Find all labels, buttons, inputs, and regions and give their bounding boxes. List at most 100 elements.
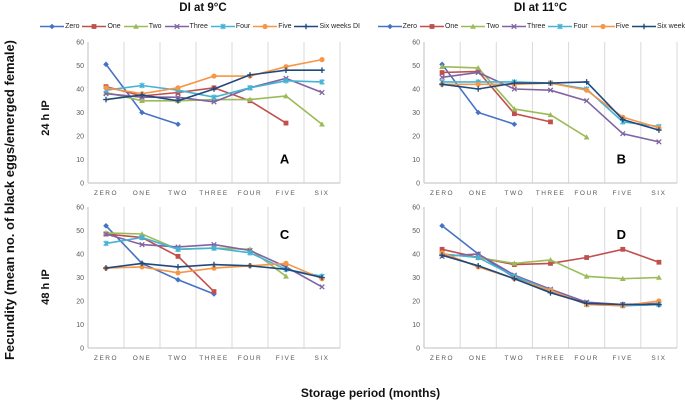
svg-text:30: 30: [76, 110, 84, 117]
legend-label: Four: [573, 22, 588, 30]
svg-text:FIVE: FIVE: [613, 355, 633, 362]
svg-text:THREE: THREE: [536, 355, 566, 362]
svg-text:40: 40: [76, 87, 84, 94]
svg-text:10: 10: [76, 157, 84, 164]
legend-label: Five: [278, 22, 292, 30]
legend-label: One: [444, 22, 459, 30]
svg-text:FIVE: FIVE: [276, 190, 296, 197]
column-title-di-11c: DI at 11°C: [513, 2, 568, 14]
svg-text:A: A: [280, 152, 290, 167]
svg-text:0: 0: [416, 181, 420, 188]
legend-item-two: Two: [123, 22, 162, 31]
legend-item-one: One: [82, 22, 121, 31]
svg-text:SIX: SIX: [315, 190, 330, 197]
svg-text:60: 60: [76, 40, 84, 47]
svg-text:ONE: ONE: [469, 355, 488, 362]
legend-marker-square-icon: [419, 23, 444, 29]
svg-text:20: 20: [76, 134, 84, 141]
legend-marker-x-icon: [164, 23, 189, 29]
legend-item-three: Three: [502, 22, 545, 31]
svg-text:FOUR: FOUR: [238, 190, 262, 197]
legend-item-six-weeks-di: Six weeks DI: [294, 22, 360, 31]
svg-text:FIVE: FIVE: [613, 190, 633, 197]
chart-panel-a: 0 10 20 30 40 50 60 ZERO ONE TWO THREE FOUR FIVE SIX A: [76, 40, 341, 197]
svg-text:FOUR: FOUR: [574, 355, 598, 362]
legend-label: One: [107, 22, 121, 30]
legend-marker-plus-icon: [631, 23, 656, 29]
svg-text:40: 40: [412, 87, 420, 94]
svg-text:50: 50: [76, 63, 84, 70]
svg-text:THREE: THREE: [199, 190, 229, 197]
svg-text:FOUR: FOUR: [238, 355, 262, 362]
svg-text:30: 30: [412, 275, 420, 282]
legend-marker-asterisk-icon: [210, 23, 235, 29]
svg-text:30: 30: [412, 110, 420, 117]
svg-text:10: 10: [412, 157, 420, 164]
svg-text:50: 50: [412, 63, 420, 70]
chart-panel-d: 0 10 20 30 40 50 60 ZERO ONE TWO THREE FOUR FIVE SIX D: [412, 205, 678, 362]
svg-text:FIVE: FIVE: [276, 355, 296, 362]
svg-text:10: 10: [76, 322, 84, 329]
legend-di-9c: Zero One Two Three Four Five Six weeks DI: [40, 20, 360, 32]
svg-text:20: 20: [76, 299, 84, 306]
svg-text:10: 10: [412, 322, 420, 329]
svg-text:ZERO: ZERO: [94, 190, 118, 197]
svg-text:ONE: ONE: [469, 190, 488, 197]
legend-marker-diamond-icon: [40, 23, 65, 29]
legend-item-one: One: [419, 22, 459, 31]
svg-text:0: 0: [80, 346, 84, 353]
svg-text:0: 0: [416, 346, 420, 353]
legend-label: Zero: [402, 22, 417, 30]
svg-text:D: D: [617, 227, 626, 242]
y-axis-label: Fecundity (mean no. of black eggs/emerge…: [2, 39, 17, 361]
svg-text:ONE: ONE: [133, 190, 152, 197]
svg-text:TWO: TWO: [505, 190, 525, 197]
svg-text:60: 60: [412, 40, 420, 47]
svg-text:B: B: [617, 152, 626, 167]
svg-text:50: 50: [412, 228, 420, 235]
svg-text:20: 20: [412, 299, 420, 306]
svg-text:0: 0: [80, 181, 84, 188]
legend-item-six-weeks-di: Six weeks DI: [631, 22, 685, 31]
legend-label: Three: [527, 22, 546, 30]
legend-item-two: Two: [461, 22, 499, 31]
legend-label: Six weeks DI: [656, 22, 685, 30]
svg-text:SIX: SIX: [651, 355, 666, 362]
svg-text:SIX: SIX: [651, 190, 666, 197]
svg-text:TWO: TWO: [168, 355, 188, 362]
legend-item-zero: Zero: [40, 22, 79, 31]
svg-text:TWO: TWO: [168, 190, 188, 197]
legend-marker-asterisk-icon: [548, 23, 573, 29]
chart-panel-b: 0 10 20 30 40 50 60 ZERO ONE TWO THREE FOUR FIVE SIX B: [412, 40, 678, 197]
legend-item-three: Three: [164, 22, 208, 31]
legend-marker-circle-icon: [590, 23, 615, 29]
svg-text:THREE: THREE: [199, 355, 229, 362]
legend-marker-circle-icon: [253, 23, 278, 29]
svg-text:THREE: THREE: [536, 190, 566, 197]
svg-text:FOUR: FOUR: [574, 190, 598, 197]
legend-item-four: Four: [210, 22, 251, 31]
legend-marker-diamond-icon: [377, 23, 402, 29]
legend-marker-plus-icon: [294, 23, 319, 29]
svg-text:ONE: ONE: [133, 355, 152, 362]
svg-text:TWO: TWO: [505, 355, 525, 362]
svg-text:ZERO: ZERO: [430, 190, 454, 197]
legend-label: Four: [235, 22, 251, 30]
svg-text:ZERO: ZERO: [430, 355, 454, 362]
column-title-di-9c: DI at 9°C: [179, 2, 227, 14]
svg-text:50: 50: [76, 228, 84, 235]
svg-text:C: C: [280, 227, 290, 242]
legend-marker-triangle-icon: [123, 23, 148, 29]
legend-item-four: Four: [548, 22, 588, 31]
legend-label: Two: [486, 22, 500, 30]
legend-label: Six weeks DI: [319, 22, 360, 30]
legend-item-zero: Zero: [377, 22, 417, 31]
legend-marker-triangle-icon: [461, 23, 486, 29]
x-axis-label: Storage period (months): [300, 386, 441, 400]
svg-text:20: 20: [412, 134, 420, 141]
chart-panel-c: 0 10 20 30 40 50 60 ZERO ONE TWO THREE FOUR FIVE SIX C: [76, 205, 341, 362]
svg-text:SIX: SIX: [315, 355, 330, 362]
row-label-24h-ip: 24 h IP: [40, 100, 52, 136]
svg-text:40: 40: [76, 252, 84, 259]
